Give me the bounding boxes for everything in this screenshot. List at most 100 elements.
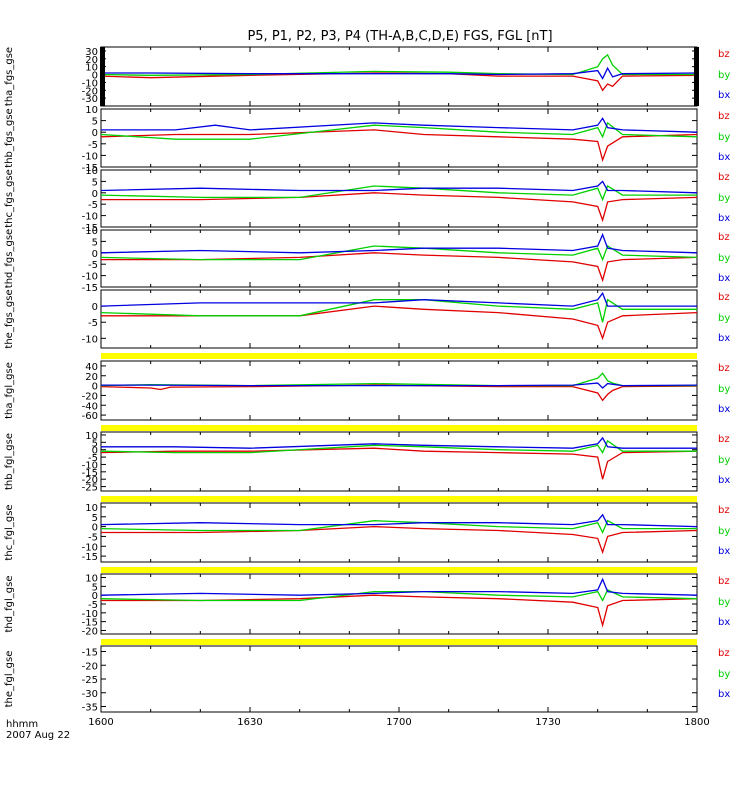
data-gap-bar	[694, 47, 699, 106]
y-tick-label: 10	[85, 226, 98, 237]
series-line-bz	[100, 447, 698, 480]
y-axis-label: tha_fgs_gse	[4, 47, 15, 106]
y-tick-label: 10	[85, 431, 98, 442]
y-tick-label: 0	[92, 382, 98, 393]
series-line-bz	[101, 305, 698, 341]
legend-bz: bz	[718, 434, 730, 445]
x-axis: 1600 1630 1700 1730 1800	[88, 717, 709, 728]
y-tick-label: 0	[92, 523, 98, 534]
y-tick-label: -15	[82, 283, 98, 294]
y-tick-label: -20	[82, 475, 98, 486]
y-tick-label: -20	[82, 86, 98, 97]
series-line-by	[100, 185, 697, 202]
y-tick-label: 0	[92, 189, 98, 200]
legend-by: by	[718, 70, 730, 81]
series-line-by	[100, 245, 698, 262]
y-tick-label: -30	[82, 94, 98, 105]
y-tick-label: -15	[82, 163, 98, 174]
y-tick-label: -15	[82, 468, 98, 479]
legend-bx: bx	[718, 404, 730, 415]
y-tick-label: 5	[92, 237, 98, 248]
y-tick-label: -60	[82, 411, 98, 422]
legend-bz: bz	[718, 232, 730, 243]
legend-bz: bz	[718, 648, 730, 659]
y-tick-label: 10	[85, 63, 98, 74]
y-tick-label: 0	[92, 591, 98, 602]
y-tick-label: 0	[92, 302, 98, 313]
y-tick-label: -5	[88, 600, 98, 611]
y-tick-label: 5	[92, 117, 98, 128]
y-axis-label: the_fgl_gse	[4, 651, 15, 708]
legend-bz: bz	[718, 172, 730, 183]
y-tick-label: -10	[82, 151, 98, 162]
panel-frame	[100, 289, 698, 349]
y-axis-label: thc_fgl_gse	[4, 504, 15, 560]
y-tick-label: 10	[85, 166, 98, 177]
y-tick-label: 0	[92, 128, 98, 139]
legend-bx: bx	[718, 617, 730, 628]
chart-title: P5, P1, P2, P3, P4 (TH-A,B,C,D,E) FGS, F…	[247, 29, 552, 44]
series-line-by	[100, 519, 697, 535]
x-tick-label: 1700	[386, 717, 411, 728]
panel-frame	[100, 360, 698, 421]
legend-bx: bx	[718, 213, 730, 224]
panel-the_fgl_gse: -15 -20 -25 -30 -35 the_fgl_gse bz by bx	[4, 645, 730, 714]
series-line-by	[100, 298, 697, 323]
y-tick-label: -5	[88, 260, 98, 271]
y-tick-label: -15	[82, 552, 98, 563]
y-tick-label: 0	[92, 446, 98, 457]
legend-bx: bx	[718, 546, 730, 557]
data-gap-bar-left	[100, 47, 105, 106]
series-line-bz	[100, 384, 698, 402]
y-axis-label: thb_fgs_gse	[4, 108, 15, 167]
y-tick-label: 20	[85, 372, 98, 383]
y-tick-label: 10	[85, 105, 98, 116]
legend-by: by	[718, 455, 730, 466]
y-tick-label: -5	[88, 140, 98, 151]
flag-bar	[101, 353, 697, 359]
legend-bx: bx	[718, 273, 730, 284]
legend-bz: bz	[718, 292, 730, 303]
legend-bz: bz	[718, 49, 730, 60]
y-axis-label: thd_fgs_gse	[4, 229, 15, 288]
series-line-bz	[100, 72, 698, 92]
legend-bz: bz	[718, 505, 730, 516]
y-tick-label: -25	[82, 675, 98, 686]
legend-bx: bx	[718, 90, 730, 101]
legend-by: by	[718, 313, 730, 324]
y-axis-label: thd_fgl_gse	[4, 576, 15, 633]
legend-bx: bx	[718, 152, 730, 163]
series-line-bz	[101, 594, 698, 628]
y-tick-label: 10	[85, 503, 98, 514]
series-line-bx	[100, 232, 698, 254]
y-tick-label: -10	[82, 78, 98, 89]
series-line-bz	[101, 252, 698, 283]
y-tick-label: -35	[82, 703, 98, 714]
flag-bar	[101, 567, 697, 573]
panel-frame	[100, 108, 698, 168]
y-tick-label: 20	[85, 55, 98, 66]
series-line-bx	[100, 513, 698, 528]
series-line-by	[100, 439, 697, 454]
panel-frame	[100, 169, 698, 228]
y-axis-label: thc_fgs_gse	[4, 169, 15, 228]
y-tick-label: 0	[92, 71, 98, 82]
legend-bz: bz	[718, 111, 730, 122]
y-tick-label: 5	[92, 438, 98, 449]
y-tick-label: -20	[82, 661, 98, 672]
legend-by: by	[718, 526, 730, 537]
y-tick-label: -10	[82, 272, 98, 283]
flag-bar	[101, 639, 697, 645]
legend-by: by	[718, 193, 730, 204]
y-tick-label: -40	[82, 401, 98, 412]
series-line-bx	[100, 180, 698, 194]
y-tick-label: -10	[82, 460, 98, 471]
